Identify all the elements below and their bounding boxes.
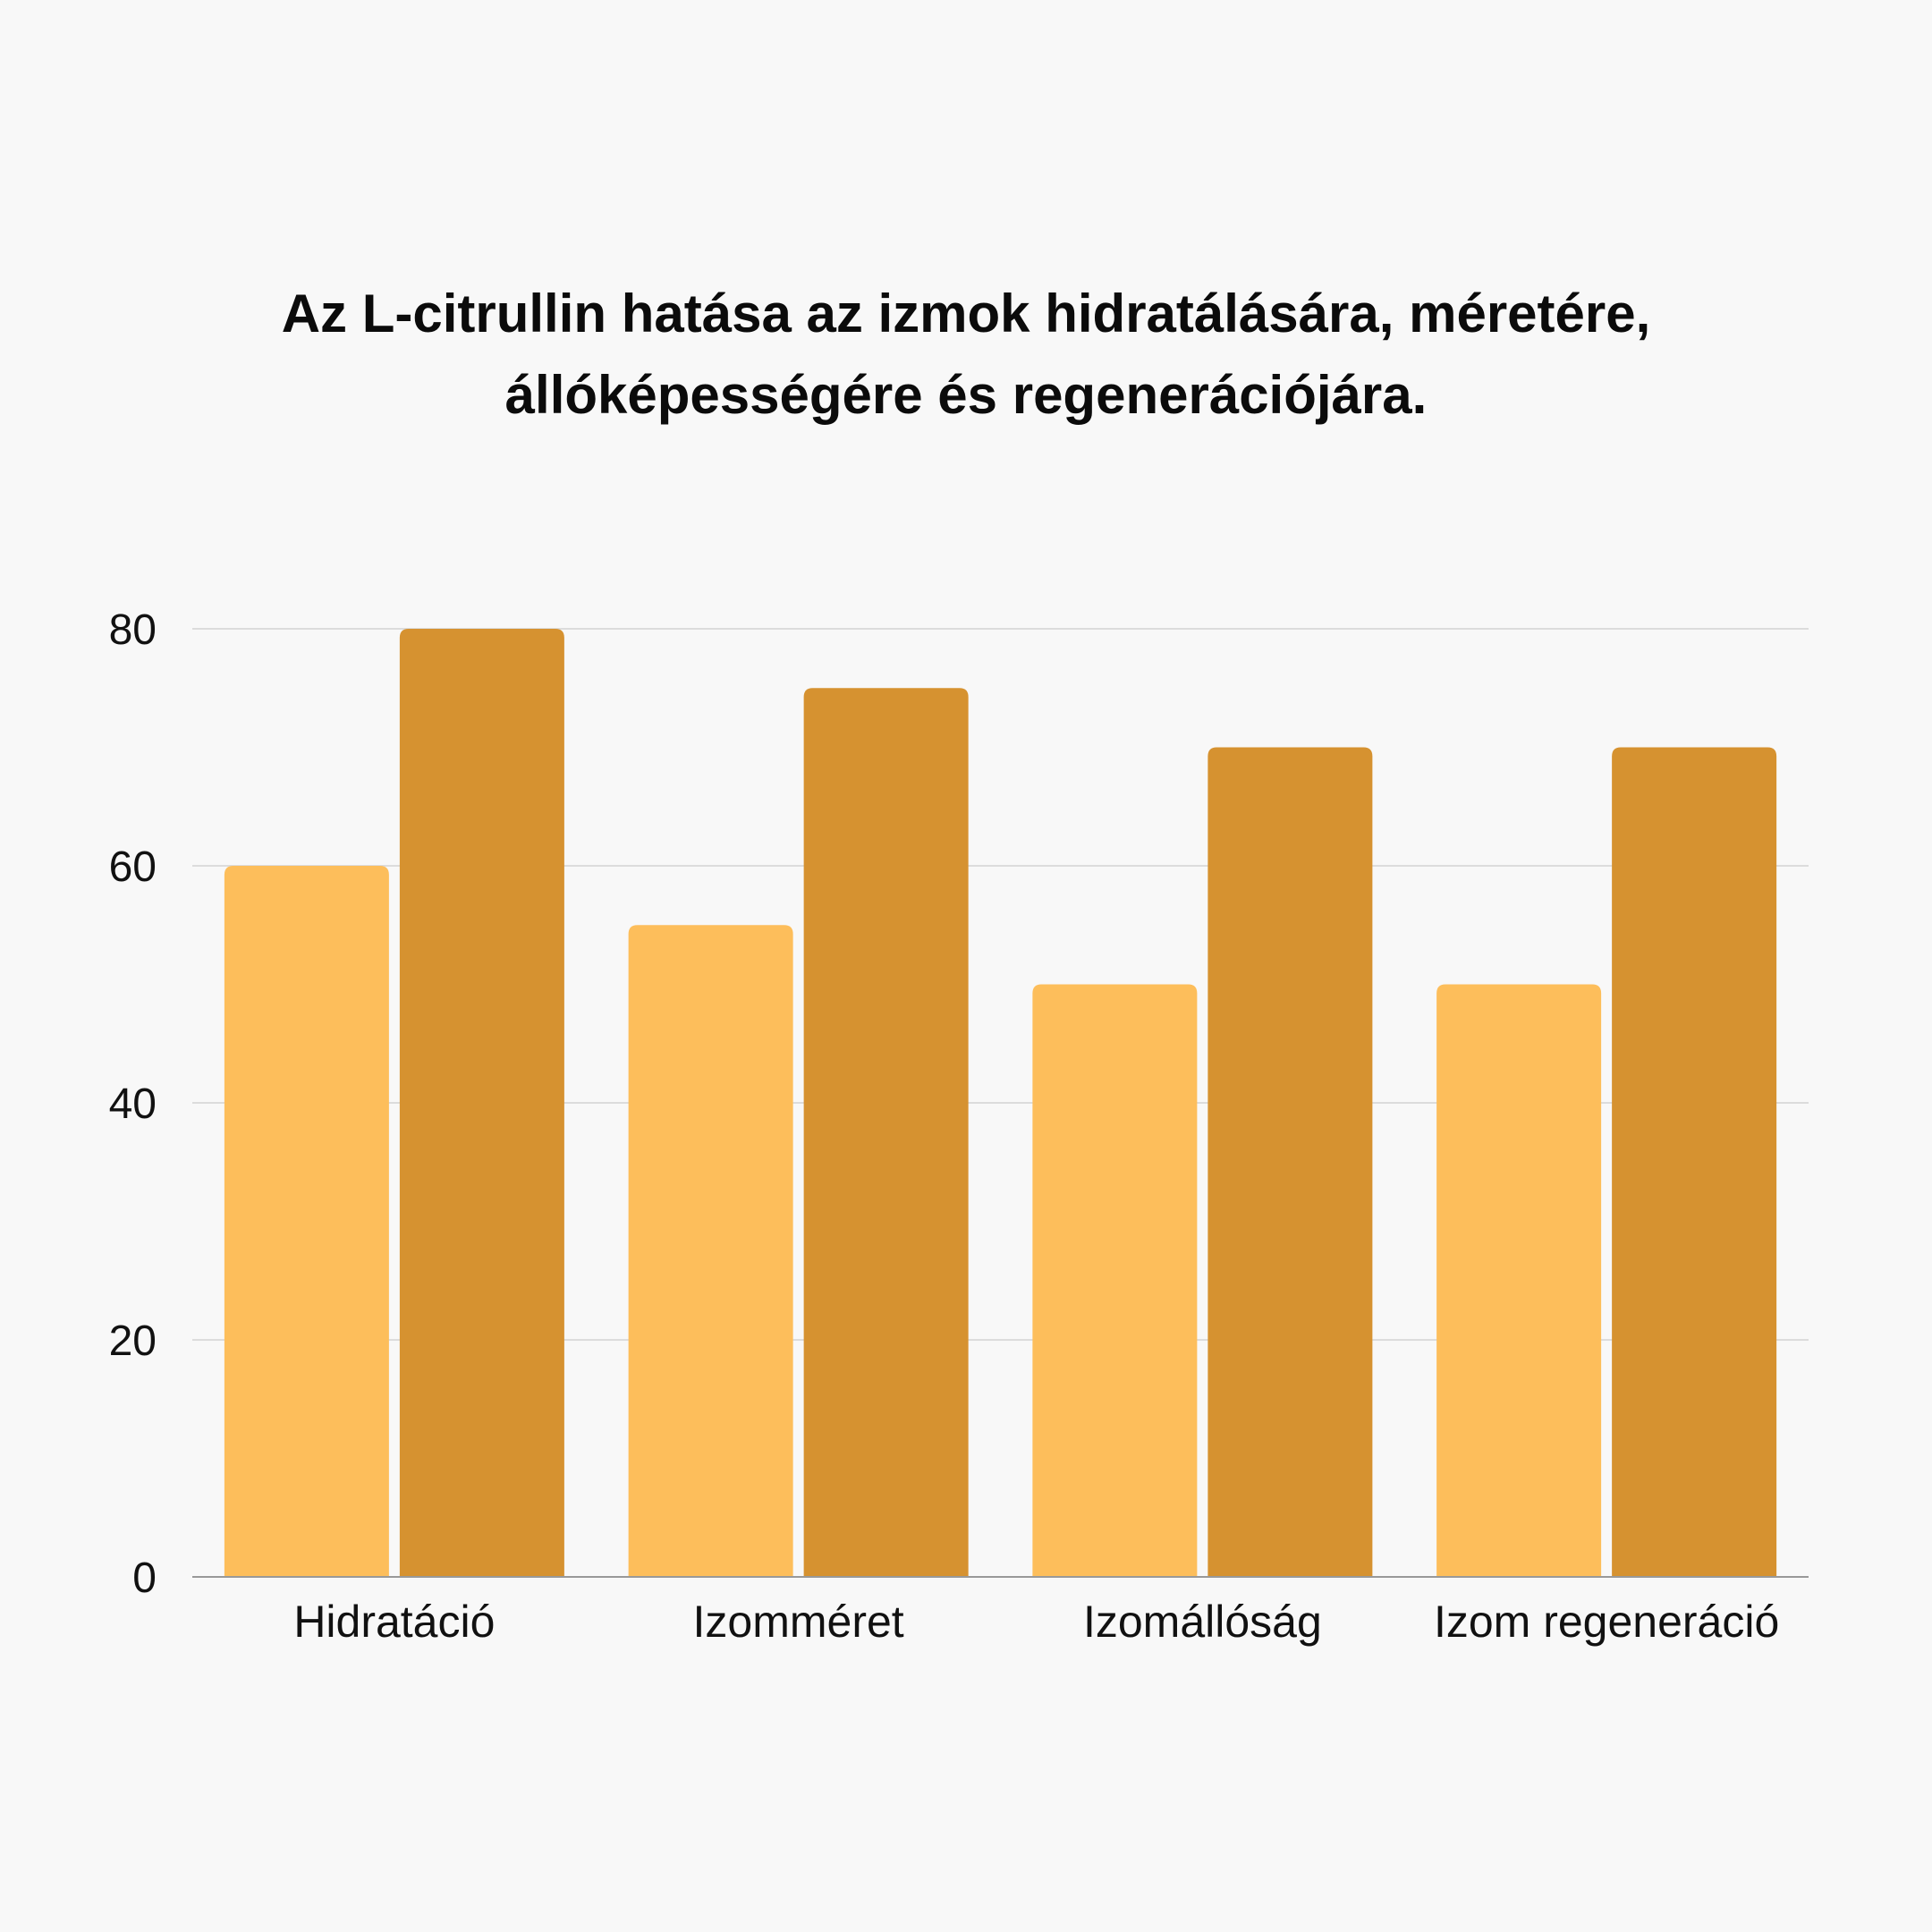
bar xyxy=(399,629,564,1577)
x-category-label: Izomállóság xyxy=(1083,1597,1322,1647)
y-tick-label: 40 xyxy=(109,1080,157,1128)
y-tick-label: 80 xyxy=(109,606,157,654)
bar xyxy=(803,688,969,1577)
bar xyxy=(1208,747,1373,1577)
bar xyxy=(1436,984,1602,1577)
chart-title: Az L-citrullin hatása az izmok hidratálá… xyxy=(281,284,1651,425)
bar xyxy=(224,866,389,1577)
x-category-label: Izomméret xyxy=(693,1597,904,1647)
axes: 0 20 40 60 80 Hidratáció Izomméret Izomállóság I… xyxy=(109,606,1809,1647)
y-tick-label: 60 xyxy=(109,843,157,891)
bar xyxy=(1612,747,1777,1577)
bar xyxy=(628,925,793,1577)
x-category-label: Hidratáció xyxy=(293,1597,495,1647)
x-category-label: Izom regeneráció xyxy=(1434,1597,1779,1647)
y-tick-label: 20 xyxy=(109,1318,157,1365)
bars xyxy=(224,629,1777,1577)
y-tick-label: 0 xyxy=(132,1555,157,1602)
bar xyxy=(1032,984,1198,1577)
